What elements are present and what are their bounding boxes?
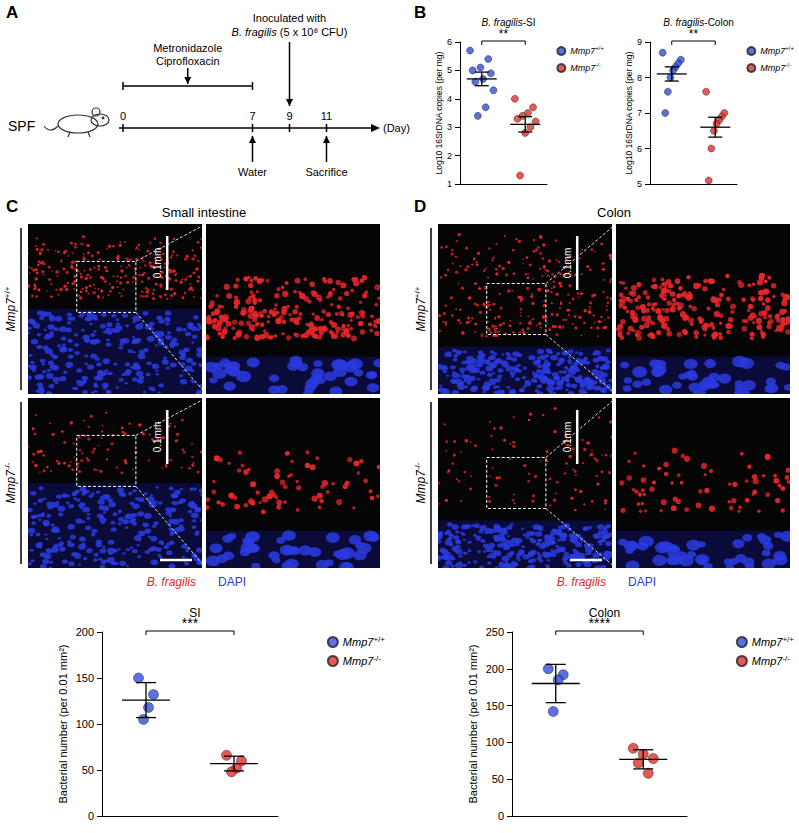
svg-text:4: 4 xyxy=(447,94,452,104)
svg-text:11: 11 xyxy=(321,110,332,122)
svg-text:B. fragilis: B. fragilis xyxy=(482,17,523,28)
svg-text:-/-: -/- xyxy=(373,654,381,663)
svg-text:(Day): (Day) xyxy=(383,122,410,134)
svg-text:6: 6 xyxy=(447,37,452,47)
svg-text:Inoculated with: Inoculated with xyxy=(253,12,326,24)
svg-text:Mmp7+/+: Mmp7+/+ xyxy=(413,286,428,331)
svg-text:150: 150 xyxy=(486,700,504,712)
svg-text:5: 5 xyxy=(637,179,642,189)
svg-text:0.1mm: 0.1mm xyxy=(562,248,573,279)
svg-text:Water: Water xyxy=(238,166,267,178)
svg-text:Sacrifice: Sacrifice xyxy=(305,166,347,178)
svg-text:200: 200 xyxy=(76,626,94,638)
svg-text:0: 0 xyxy=(120,110,126,122)
svg-text:Ciprofloxacin: Ciprofloxacin xyxy=(156,55,220,67)
svg-text:150: 150 xyxy=(76,672,94,684)
svg-text:SI: SI xyxy=(189,606,200,620)
svg-text:200: 200 xyxy=(486,663,504,675)
svg-text:Mmp7: Mmp7 xyxy=(343,636,374,648)
svg-text:100: 100 xyxy=(76,718,94,730)
svg-text:0: 0 xyxy=(498,810,504,822)
svg-text:B. fragilis (5 x 10⁸ CFU): B. fragilis (5 x 10⁸ CFU) xyxy=(232,26,348,38)
svg-text:Mmp7: Mmp7 xyxy=(760,63,786,73)
svg-text:3: 3 xyxy=(447,122,452,132)
svg-text:D: D xyxy=(414,197,426,216)
svg-text:Mmp7: Mmp7 xyxy=(570,63,596,73)
svg-text:250: 250 xyxy=(486,626,504,638)
svg-text:1: 1 xyxy=(447,179,452,189)
svg-text:0: 0 xyxy=(88,810,94,822)
svg-text:B. fragilis: B. fragilis xyxy=(557,575,606,589)
svg-text:-Colon: -Colon xyxy=(704,17,733,28)
svg-text:-/-: -/- xyxy=(785,62,791,68)
svg-text:Mmp7: Mmp7 xyxy=(760,46,786,56)
svg-text:5: 5 xyxy=(447,65,452,75)
svg-text:100: 100 xyxy=(486,736,504,748)
svg-text:+/+: +/+ xyxy=(373,635,385,644)
svg-text:Mmp7: Mmp7 xyxy=(570,46,596,56)
svg-text:Bacterial number (per 0.01 mm²: Bacterial number (per 0.01 mm²) xyxy=(467,645,479,804)
svg-text:+/+: +/+ xyxy=(785,45,794,51)
svg-text:6: 6 xyxy=(637,144,642,154)
svg-text:DAPI: DAPI xyxy=(218,575,246,589)
svg-text:Bacterial number (per 0.01 mm²: Bacterial number (per 0.01 mm²) xyxy=(57,645,69,804)
svg-text:-/-: -/- xyxy=(782,654,790,663)
svg-text:Mmp7+/+: Mmp7+/+ xyxy=(3,286,18,331)
svg-text:Small intestine: Small intestine xyxy=(162,205,247,220)
svg-text:Metronidazole: Metronidazole xyxy=(153,42,222,54)
svg-text:B. fragilis: B. fragilis xyxy=(663,17,704,28)
svg-text:-/-: -/- xyxy=(595,62,601,68)
svg-text:Mmp7: Mmp7 xyxy=(752,636,783,648)
svg-text:9: 9 xyxy=(637,37,642,47)
svg-text:0.1mm: 0.1mm xyxy=(562,422,573,453)
svg-text:0.1mm: 0.1mm xyxy=(152,248,163,279)
svg-text:8: 8 xyxy=(637,73,642,83)
svg-text:Log10 16SrDNA copies (per mg): Log10 16SrDNA copies (per mg) xyxy=(624,51,634,174)
svg-text:9: 9 xyxy=(286,110,292,122)
svg-text:**: ** xyxy=(499,27,509,41)
svg-text:Colon: Colon xyxy=(589,606,620,620)
svg-text:Mmp7: Mmp7 xyxy=(752,655,783,667)
svg-text:B. fragilis: B. fragilis xyxy=(147,575,196,589)
svg-text:7: 7 xyxy=(249,110,255,122)
svg-text:B: B xyxy=(414,3,426,22)
svg-text:50: 50 xyxy=(82,764,94,776)
svg-text:7: 7 xyxy=(637,108,642,118)
svg-text:Mmp7-/-: Mmp7-/- xyxy=(413,462,428,503)
svg-text:A: A xyxy=(6,3,18,22)
svg-text:Mmp7-/-: Mmp7-/- xyxy=(3,462,18,503)
svg-text:2: 2 xyxy=(447,151,452,161)
svg-text:50: 50 xyxy=(492,773,504,785)
svg-text:Log10 16SrDNA copies (per mg): Log10 16SrDNA copies (per mg) xyxy=(434,51,444,174)
svg-text:Colon: Colon xyxy=(597,205,631,220)
svg-text:+/+: +/+ xyxy=(595,45,604,51)
svg-text:SPF: SPF xyxy=(8,118,35,134)
svg-text:+/+: +/+ xyxy=(782,635,794,644)
svg-text:-SI: -SI xyxy=(523,17,536,28)
svg-text:C: C xyxy=(6,197,18,216)
svg-text:DAPI: DAPI xyxy=(628,575,656,589)
svg-text:0.1mm: 0.1mm xyxy=(152,422,163,453)
svg-text:Mmp7: Mmp7 xyxy=(343,655,374,667)
svg-text:**: ** xyxy=(689,27,699,41)
